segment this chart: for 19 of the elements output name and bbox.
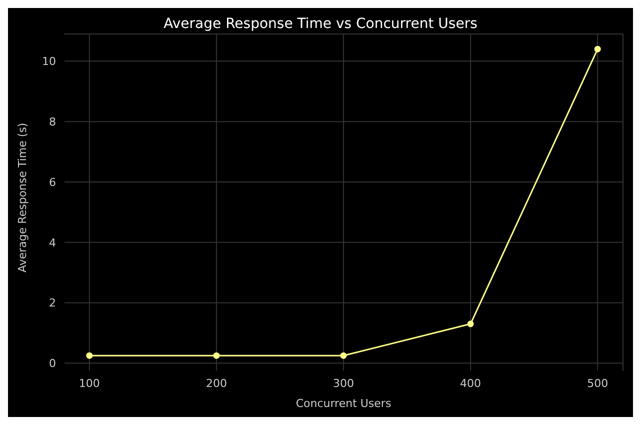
y-tick-label: 4 <box>49 236 56 250</box>
x-tick-label: 200 <box>206 376 227 390</box>
x-axis-title: Concurrent Users <box>296 397 392 410</box>
y-tick-label: 8 <box>49 115 56 128</box>
x-tick-label: 300 <box>333 376 354 390</box>
y-axis-title: Average Response Time (s) <box>16 122 29 272</box>
x-tick-label: 500 <box>587 376 608 390</box>
chart-title: Average Response Time vs Concurrent Users <box>162 16 478 32</box>
y-tick-label: 10 <box>42 55 56 68</box>
point <box>86 352 93 359</box>
y-tick-label: 6 <box>49 176 56 189</box>
y-tick-label: 0 <box>49 357 56 370</box>
x-tick-label: 100 <box>78 376 100 390</box>
y-tick-label: 2 <box>49 296 56 310</box>
point <box>467 320 474 328</box>
point <box>340 352 347 359</box>
point <box>594 46 601 52</box>
point <box>213 352 220 359</box>
x-tick-label: 400 <box>460 376 482 390</box>
